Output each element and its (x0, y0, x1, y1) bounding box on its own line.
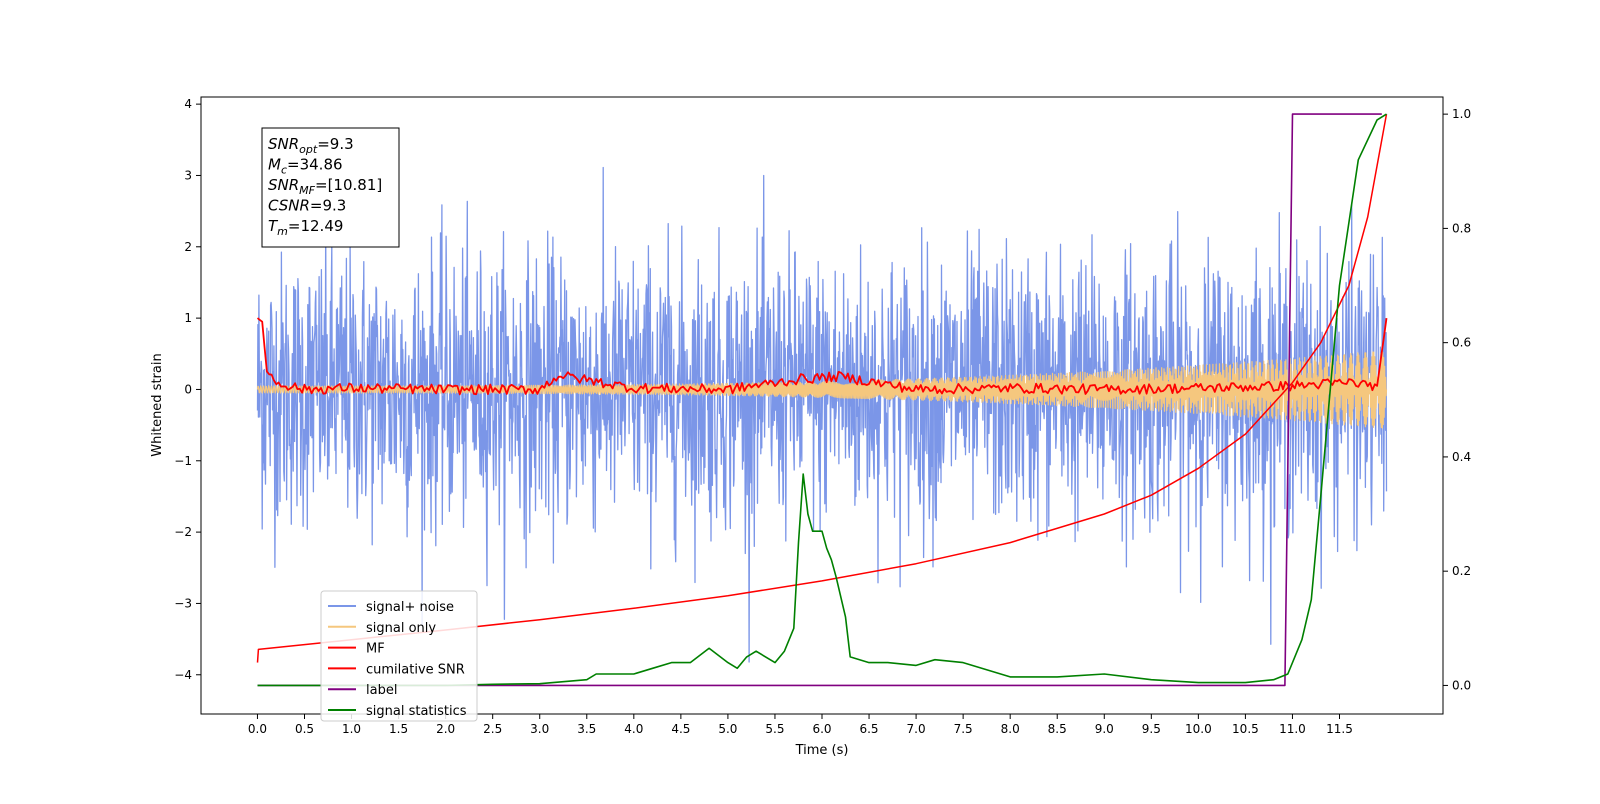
x-tick-label: 11.5 (1326, 722, 1353, 736)
legend-label: MF (366, 642, 385, 657)
x-tick-label: 4.0 (624, 722, 643, 736)
y-tick-label: 3 (184, 168, 192, 182)
y-tick-label: 0 (184, 382, 192, 396)
y-tick-label: 1 (184, 311, 192, 325)
x-tick-label: 4.5 (671, 722, 690, 736)
x-tick-label: 10.0 (1185, 722, 1212, 736)
x-tick-label: 9.0 (1095, 722, 1114, 736)
legend-label: signal+ noise (366, 600, 454, 615)
x-tick-label: 6.5 (859, 722, 878, 736)
x-tick-label: 1.0 (342, 722, 361, 736)
y-right-tick-label: 1.0 (1452, 107, 1471, 121)
x-tick-label: 11.0 (1279, 722, 1306, 736)
x-tick-label: 6.0 (812, 722, 831, 736)
y-right-tick-label: 0.8 (1452, 221, 1471, 235)
x-tick-label: 0.5 (295, 722, 314, 736)
series-line (256, 166, 1388, 663)
x-tick-label: 9.5 (1142, 722, 1161, 736)
annotation-line: SNRMF=[10.81] (268, 176, 382, 197)
x-tick-label: 3.0 (530, 722, 549, 736)
annotation-line: SNRopt=9.3 (268, 135, 354, 156)
y-tick-label: −3 (174, 596, 192, 610)
x-tick-label: 3.5 (577, 722, 596, 736)
y-tick-label: −1 (174, 454, 192, 468)
y-right-tick-label: 0.2 (1452, 564, 1471, 578)
legend-label: label (366, 683, 397, 698)
x-tick-label: 8.0 (1001, 722, 1020, 736)
x-tick-label: 0.0 (248, 722, 267, 736)
x-tick-label: 5.0 (718, 722, 737, 736)
y-right-tick-label: 0.4 (1452, 450, 1471, 464)
annotation-line: Mc=34.86 (268, 156, 343, 177)
stats-annotation-frame (261, 127, 400, 248)
x-tick-label: 2.5 (483, 722, 502, 736)
legend-label: signal statistics (366, 704, 467, 719)
series-line (257, 113, 1382, 687)
legend-label: signal only (366, 621, 436, 636)
x-tick-label: 5.5 (765, 722, 784, 736)
annotation-line: Tm=12.49 (268, 217, 343, 238)
y-tick-label: 4 (184, 97, 192, 111)
x-tick-label: 8.5 (1048, 722, 1067, 736)
x-tick-label: 1.5 (389, 722, 408, 736)
series-line (257, 113, 1387, 687)
series-line (256, 317, 1388, 396)
legend: signal+ noise signal only MF cumilative SNR… (320, 590, 478, 722)
x-tick-label: 7.5 (954, 722, 973, 736)
annotation-line: CSNR=9.3 (268, 197, 346, 215)
y-tick-label: −4 (174, 668, 192, 682)
x-axis-label: Time (s) (795, 743, 849, 758)
legend-frame (320, 590, 478, 722)
x-tick-label: 7.0 (907, 722, 926, 736)
x-tick-label: 10.5 (1232, 722, 1259, 736)
legend-label: cumilative SNR (366, 662, 465, 677)
y-axis-label: Whitened strain (150, 353, 165, 456)
x-tick-label: 2.0 (436, 722, 455, 736)
y-tick-label: −2 (174, 525, 192, 539)
axes-layer: 0.0 0.5 1.0 1.5 2.0 2.5 3.0 3.5 4.0 4.5 5.0 5.5 6.0 6… (174, 97, 1471, 736)
y-right-tick-label: 0.6 (1452, 336, 1471, 350)
y-tick-label: 2 (184, 240, 192, 254)
y-right-tick-label: 0.0 (1452, 678, 1471, 692)
